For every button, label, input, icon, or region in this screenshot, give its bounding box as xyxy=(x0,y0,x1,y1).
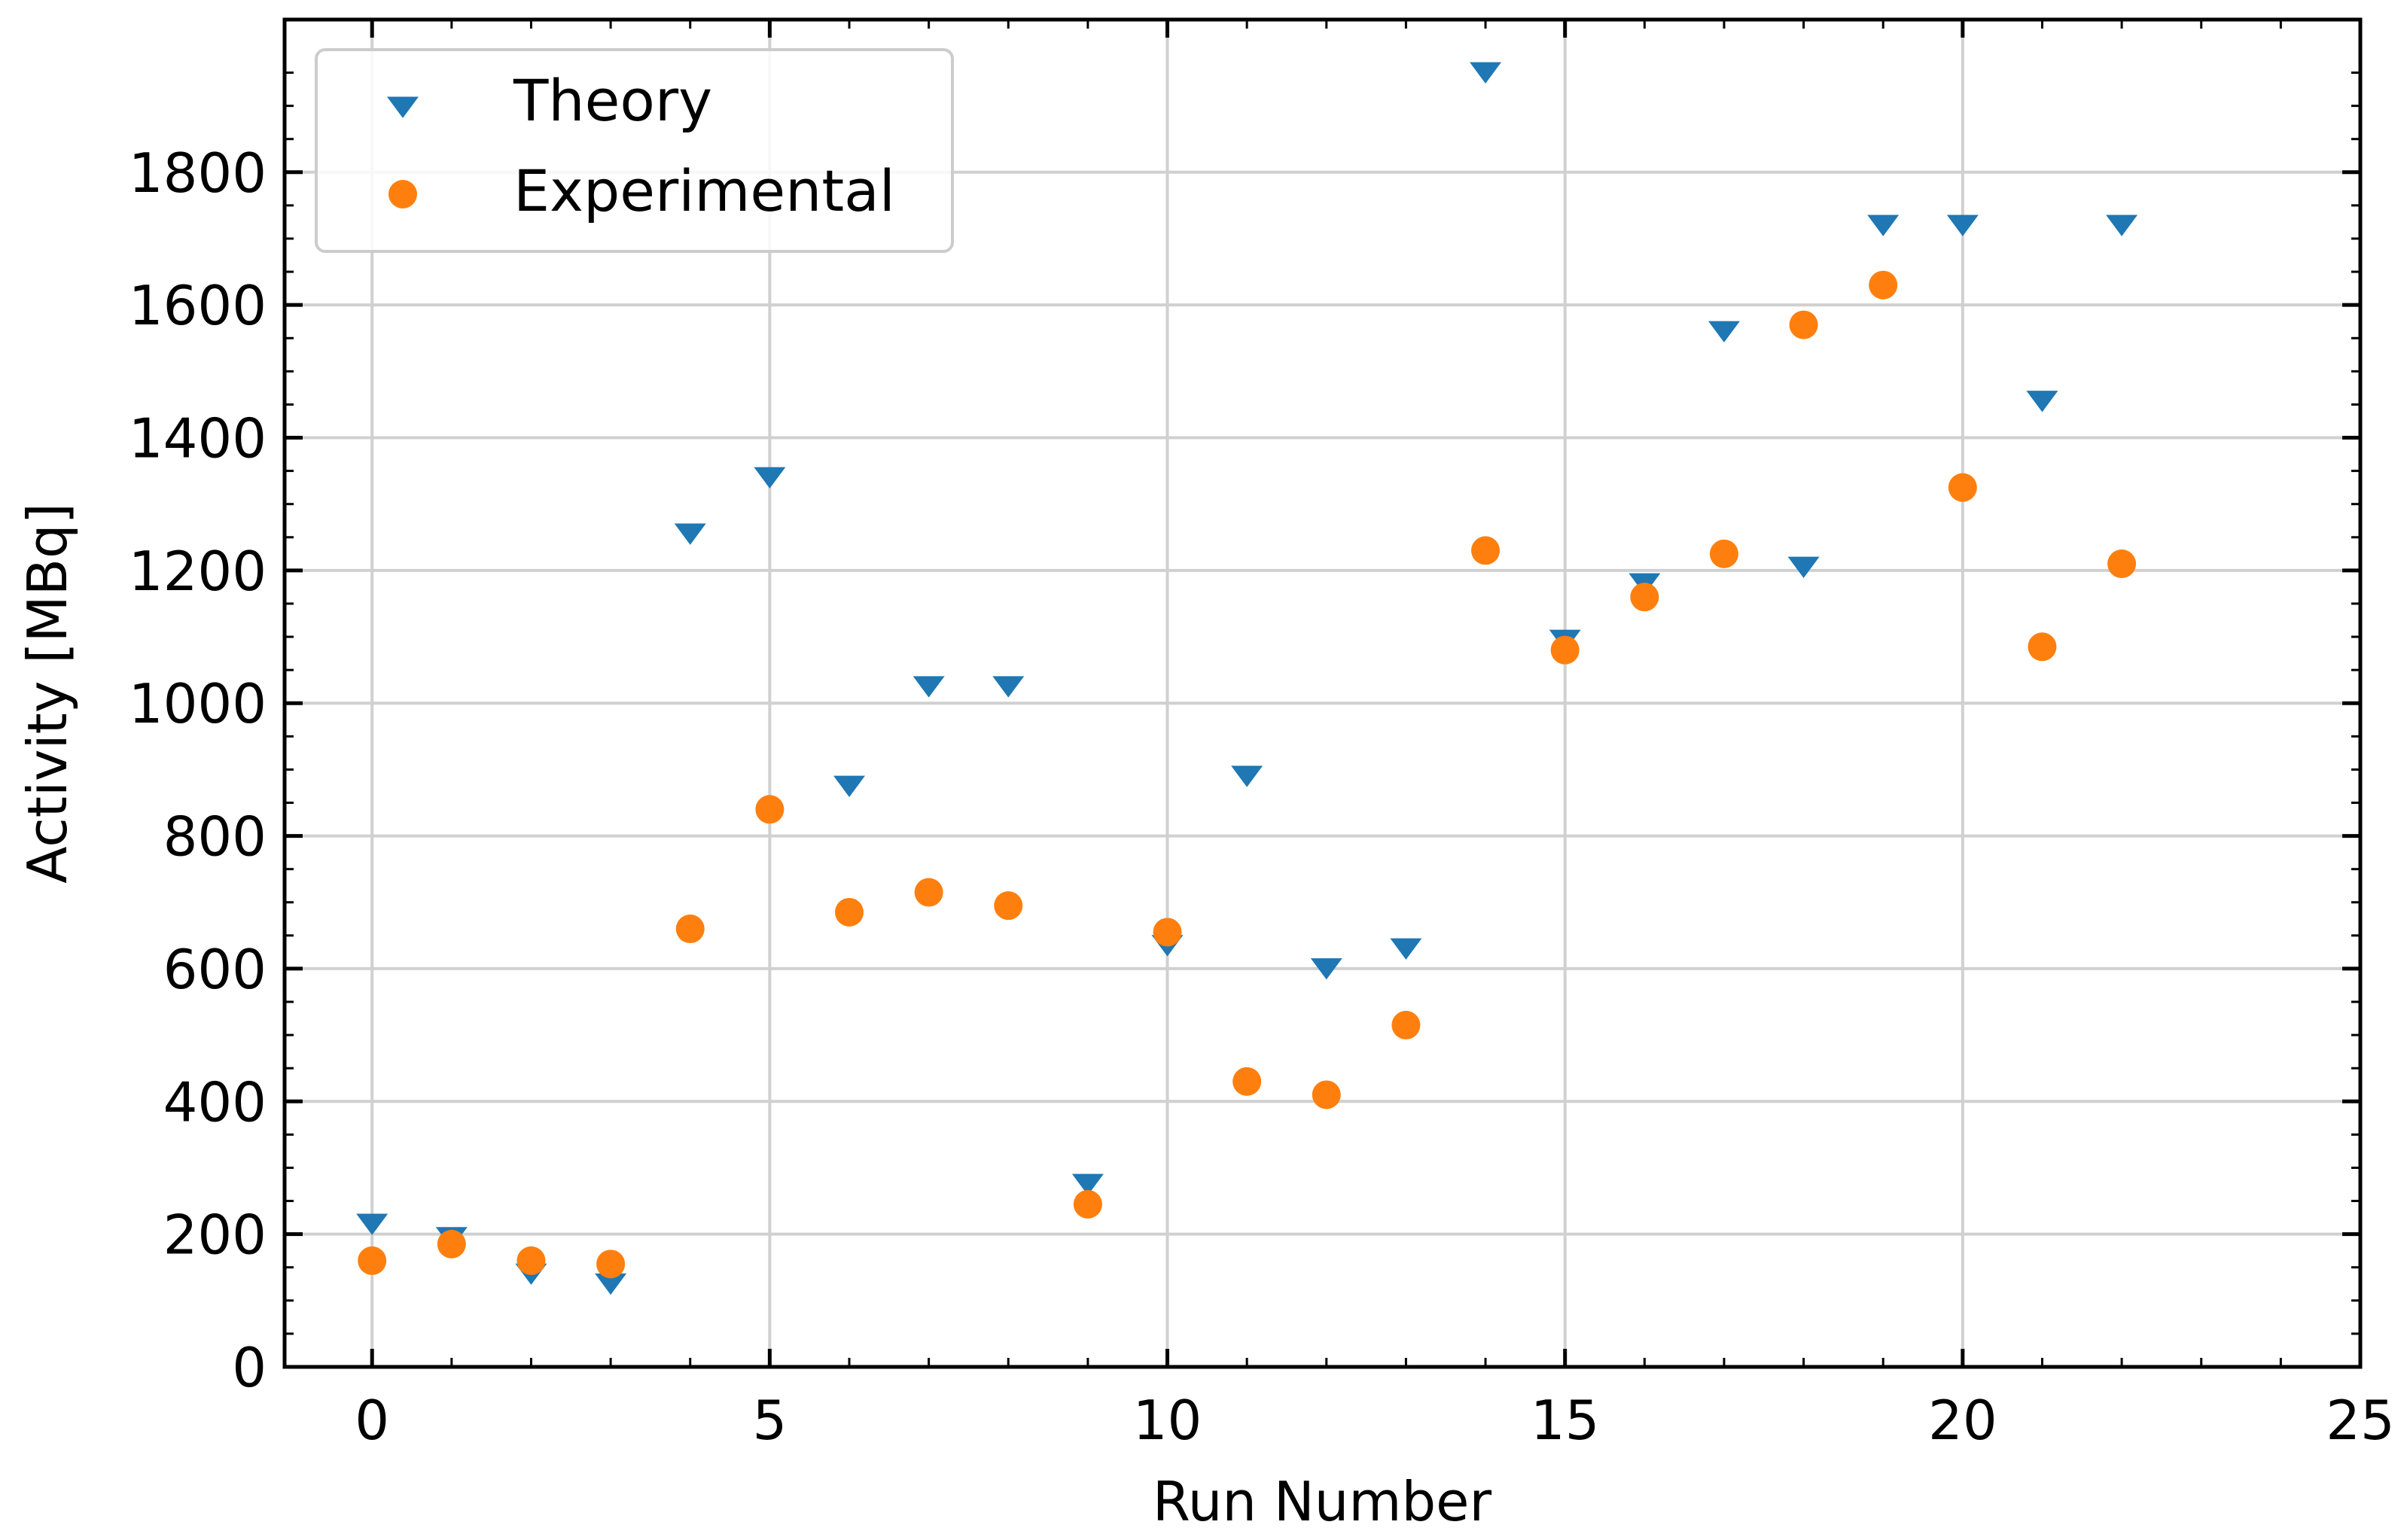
experimental-point xyxy=(1232,1067,1262,1096)
theory-point xyxy=(754,467,786,488)
experimental-point xyxy=(516,1246,546,1275)
y-tick-label: 1800 xyxy=(129,142,267,205)
experimental-point xyxy=(437,1229,466,1258)
y-tick-label: 1200 xyxy=(129,540,267,603)
theory-point xyxy=(913,676,945,698)
legend-box xyxy=(315,48,954,253)
theory-point xyxy=(1708,321,1740,342)
y-tick-label: 800 xyxy=(163,805,267,869)
x-tick-label: 20 xyxy=(1928,1389,1997,1452)
experimental-point xyxy=(675,915,705,944)
theory-point xyxy=(674,523,706,545)
x-tick-label: 0 xyxy=(355,1389,389,1452)
theory-point xyxy=(1946,215,1979,236)
y-tick-label: 1400 xyxy=(129,407,267,470)
theory-point xyxy=(1310,958,1342,980)
legend-label-theory: Theory xyxy=(513,67,712,134)
experimental-point xyxy=(1312,1080,1341,1109)
theory-point xyxy=(2026,391,2058,412)
y-tick-label: 600 xyxy=(163,938,267,1001)
legend-theory-marker xyxy=(387,96,419,118)
experimental-point xyxy=(1789,310,1818,339)
experimental-point xyxy=(1073,1189,1102,1219)
plot-frame xyxy=(282,17,2363,1369)
experimental-point xyxy=(994,891,1023,921)
y-tick-label: 0 xyxy=(232,1336,267,1399)
y-axis-label: Activity [MBq] xyxy=(16,503,79,884)
experimental-point xyxy=(1550,635,1580,665)
experimental-point xyxy=(1709,539,1738,568)
experimental-point xyxy=(596,1249,626,1279)
theory-point xyxy=(1867,215,1900,236)
tick-labels: 0 5 10 15 20 25 0 200 400 600 800 1000 1200 1400 1600 1… xyxy=(129,142,2395,1452)
legend-marker-theory xyxy=(387,96,419,118)
experimental-point xyxy=(834,897,864,927)
x-tick-label: 5 xyxy=(752,1389,787,1452)
theory-point xyxy=(1390,938,1422,960)
x-tick-label: 10 xyxy=(1133,1389,1202,1452)
legend-experimental-marker xyxy=(388,180,417,208)
experimental-point xyxy=(1948,473,1977,502)
legend-label-experimental: Experimental xyxy=(513,157,895,224)
experimental-point xyxy=(1391,1010,1421,1039)
experimental-point xyxy=(2107,549,2137,579)
experimental-point xyxy=(2028,632,2057,662)
experimental-point xyxy=(755,795,785,824)
y-tick-label: 400 xyxy=(163,1070,267,1134)
experimental-point xyxy=(1153,918,1182,947)
x-tick-label: 15 xyxy=(1531,1389,1600,1452)
experimental-point xyxy=(1630,583,1659,612)
legend-marker-experimental xyxy=(388,180,417,208)
experimental-point xyxy=(1869,270,1898,300)
experimental-point xyxy=(358,1246,387,1275)
theory-point xyxy=(1470,62,1502,84)
theory-point xyxy=(1071,1173,1104,1196)
theory-point xyxy=(1231,765,1263,787)
legend: Theory Experimental xyxy=(315,48,954,253)
x-tick-label: 25 xyxy=(2326,1389,2395,1452)
theory-point xyxy=(1787,556,1820,578)
x-axis-label: Run Number xyxy=(1153,1470,1492,1533)
experimental-point xyxy=(1471,536,1501,565)
theory-point xyxy=(992,676,1025,698)
y-tick-label: 1000 xyxy=(129,672,267,735)
data-points xyxy=(356,62,2138,1295)
y-tick-label: 200 xyxy=(163,1204,267,1267)
theory-point xyxy=(833,775,865,797)
theory-point xyxy=(2106,215,2138,236)
experimental-point xyxy=(914,878,943,907)
theory-point xyxy=(356,1213,388,1235)
y-tick-label: 1600 xyxy=(129,274,267,337)
theory-point xyxy=(595,1273,627,1295)
